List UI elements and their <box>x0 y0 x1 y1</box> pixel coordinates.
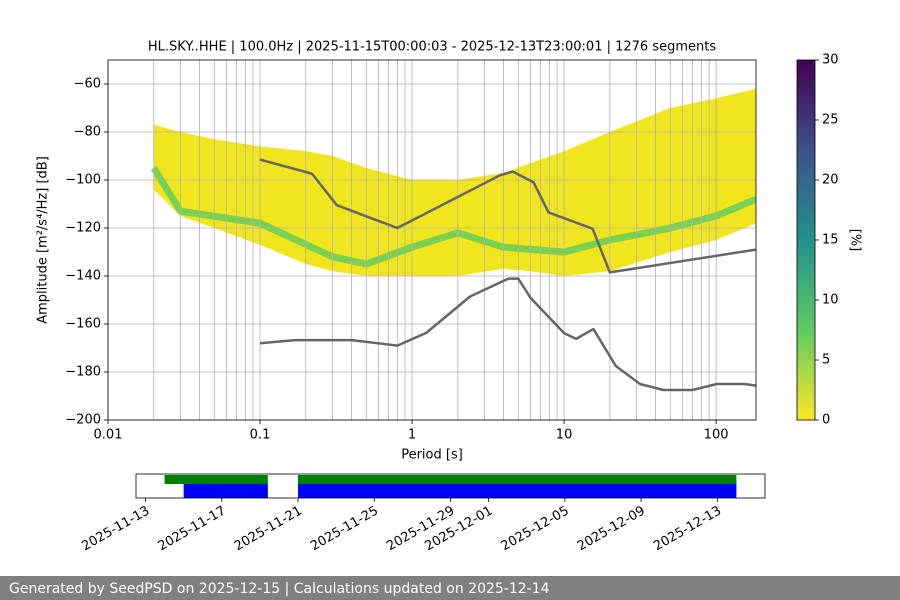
x-tick-label: 0.1 <box>250 428 271 443</box>
timeline-tick-label: 2025-12-09 <box>575 504 648 555</box>
y-tick-label: −160 <box>65 317 101 332</box>
colorbar-tick-label: 0 <box>822 413 830 428</box>
timeline-tick-label: 2025-11-13 <box>79 504 152 555</box>
footer-text: Generated by SeedPSD on 2025-12-15 | Cal… <box>9 581 550 597</box>
y-tick-label: −60 <box>74 77 101 92</box>
y-tick-label: −180 <box>65 365 101 380</box>
timeline-segment <box>298 475 737 484</box>
noise-model-line <box>259 277 756 392</box>
y-tick-label: −200 <box>65 413 101 428</box>
colorbar-tick-label: 20 <box>822 173 839 188</box>
timeline-tick-label: 2025-11-25 <box>308 504 381 555</box>
x-tick-label: 1 <box>408 428 416 443</box>
footer-bar <box>0 576 900 600</box>
y-tick-label: −80 <box>74 125 101 140</box>
y-tick-label: −140 <box>65 269 101 284</box>
timeline-tick-label: 2025-11-17 <box>156 504 229 555</box>
x-tick-label: 10 <box>556 428 573 443</box>
plot-frame <box>107 59 757 421</box>
colorbar-tick-label: 10 <box>822 293 839 308</box>
x-axis-label: Period [s] <box>401 448 463 463</box>
colorbar <box>796 59 816 421</box>
colorbar-tick-label: 15 <box>822 233 839 248</box>
timeline-segment <box>183 484 268 498</box>
timeline-tick-label: 2025-12-13 <box>651 504 724 555</box>
timeline-tick-label: 2025-11-21 <box>232 504 305 555</box>
y-axis-label: Amplitude [m²/s⁴/Hz] [dB] <box>36 156 51 324</box>
timeline-segment <box>298 484 737 498</box>
chart-title: HL.SKY..HHE | 100.0Hz | 2025-11-15T00:00… <box>148 40 716 55</box>
colorbar-tick-label: 25 <box>822 113 839 128</box>
y-tick-label: −120 <box>65 221 101 236</box>
timeline-segment <box>164 475 268 484</box>
x-tick-label: 100 <box>704 428 729 443</box>
colorbar-tick-label: 5 <box>822 353 830 368</box>
density-band <box>153 88 756 276</box>
colorbar-tick-label: 30 <box>822 53 839 68</box>
colorbar-label: [%] <box>848 229 863 252</box>
noise-model-line <box>259 158 756 274</box>
timeline-tick-label: 2025-12-05 <box>499 504 572 555</box>
x-tick-label: 0.01 <box>94 428 123 443</box>
y-tick-label: −100 <box>65 173 101 188</box>
